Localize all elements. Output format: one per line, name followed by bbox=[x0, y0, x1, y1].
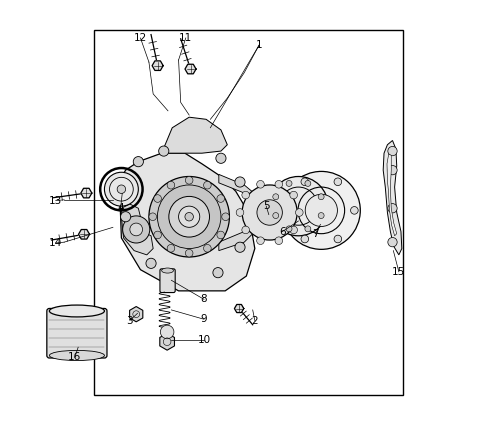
Text: 4: 4 bbox=[117, 203, 124, 213]
FancyBboxPatch shape bbox=[47, 309, 107, 358]
Circle shape bbox=[285, 207, 292, 214]
FancyBboxPatch shape bbox=[160, 269, 175, 292]
Circle shape bbox=[242, 185, 297, 240]
Circle shape bbox=[105, 172, 138, 206]
Polygon shape bbox=[234, 304, 244, 312]
Polygon shape bbox=[152, 61, 163, 71]
Text: 2: 2 bbox=[252, 315, 258, 326]
Circle shape bbox=[123, 216, 150, 243]
Polygon shape bbox=[121, 204, 153, 255]
Circle shape bbox=[185, 212, 193, 221]
Circle shape bbox=[120, 212, 131, 222]
Text: 10: 10 bbox=[197, 335, 211, 346]
Text: 12: 12 bbox=[134, 33, 147, 43]
Circle shape bbox=[301, 178, 309, 186]
Text: 6: 6 bbox=[279, 227, 286, 237]
Circle shape bbox=[185, 249, 193, 257]
Polygon shape bbox=[79, 230, 90, 239]
Circle shape bbox=[146, 258, 156, 269]
Circle shape bbox=[318, 212, 324, 218]
Polygon shape bbox=[387, 154, 397, 236]
Circle shape bbox=[334, 235, 342, 243]
Circle shape bbox=[154, 195, 161, 202]
Circle shape bbox=[235, 242, 245, 252]
Polygon shape bbox=[162, 117, 228, 153]
Circle shape bbox=[222, 213, 229, 221]
Text: 11: 11 bbox=[179, 33, 192, 43]
Circle shape bbox=[235, 177, 245, 187]
Circle shape bbox=[388, 204, 397, 213]
Circle shape bbox=[216, 153, 226, 163]
Polygon shape bbox=[185, 64, 196, 74]
Circle shape bbox=[179, 206, 200, 227]
Circle shape bbox=[286, 226, 292, 232]
Circle shape bbox=[157, 185, 221, 249]
Polygon shape bbox=[81, 188, 92, 198]
Polygon shape bbox=[383, 141, 402, 255]
Circle shape bbox=[149, 176, 229, 257]
Text: 3: 3 bbox=[127, 315, 133, 326]
Circle shape bbox=[388, 238, 397, 247]
Text: 5: 5 bbox=[263, 201, 270, 211]
Text: 7: 7 bbox=[312, 229, 319, 239]
Text: 15: 15 bbox=[392, 267, 406, 277]
Text: 13: 13 bbox=[49, 196, 62, 206]
Circle shape bbox=[185, 176, 193, 184]
Circle shape bbox=[257, 200, 282, 225]
Circle shape bbox=[257, 181, 264, 188]
Text: 1: 1 bbox=[256, 40, 263, 50]
Text: 9: 9 bbox=[201, 314, 207, 324]
Circle shape bbox=[154, 231, 161, 239]
Text: 16: 16 bbox=[68, 352, 82, 363]
Circle shape bbox=[273, 212, 279, 218]
Circle shape bbox=[301, 235, 309, 243]
Circle shape bbox=[159, 146, 169, 156]
Polygon shape bbox=[219, 174, 257, 251]
Circle shape bbox=[236, 209, 244, 216]
Circle shape bbox=[305, 226, 311, 232]
Circle shape bbox=[290, 191, 298, 199]
Bar bbox=[94, 30, 403, 395]
Text: 14: 14 bbox=[49, 238, 62, 248]
Ellipse shape bbox=[162, 268, 173, 273]
Text: 8: 8 bbox=[201, 295, 207, 304]
Circle shape bbox=[257, 237, 264, 244]
Circle shape bbox=[130, 223, 143, 236]
Circle shape bbox=[217, 231, 225, 239]
Circle shape bbox=[169, 196, 209, 237]
Ellipse shape bbox=[49, 305, 105, 317]
Circle shape bbox=[117, 185, 126, 193]
Circle shape bbox=[282, 171, 360, 249]
Circle shape bbox=[204, 244, 211, 252]
Circle shape bbox=[305, 194, 337, 227]
Circle shape bbox=[305, 181, 311, 187]
Circle shape bbox=[242, 226, 250, 234]
Circle shape bbox=[275, 237, 283, 244]
Circle shape bbox=[160, 325, 174, 339]
Circle shape bbox=[318, 194, 324, 200]
Circle shape bbox=[290, 226, 298, 234]
Circle shape bbox=[388, 147, 397, 156]
Circle shape bbox=[167, 244, 175, 252]
Ellipse shape bbox=[49, 350, 105, 360]
Circle shape bbox=[350, 207, 358, 214]
Circle shape bbox=[213, 268, 223, 278]
Polygon shape bbox=[119, 153, 255, 291]
Circle shape bbox=[149, 213, 156, 221]
Circle shape bbox=[273, 194, 279, 200]
Circle shape bbox=[133, 156, 144, 167]
Circle shape bbox=[275, 181, 283, 188]
Circle shape bbox=[296, 209, 303, 216]
Circle shape bbox=[204, 181, 211, 189]
Circle shape bbox=[334, 178, 342, 186]
Circle shape bbox=[269, 176, 328, 236]
Circle shape bbox=[286, 181, 292, 187]
Circle shape bbox=[388, 165, 397, 175]
Circle shape bbox=[167, 181, 175, 189]
Circle shape bbox=[242, 191, 250, 199]
Circle shape bbox=[217, 195, 225, 202]
